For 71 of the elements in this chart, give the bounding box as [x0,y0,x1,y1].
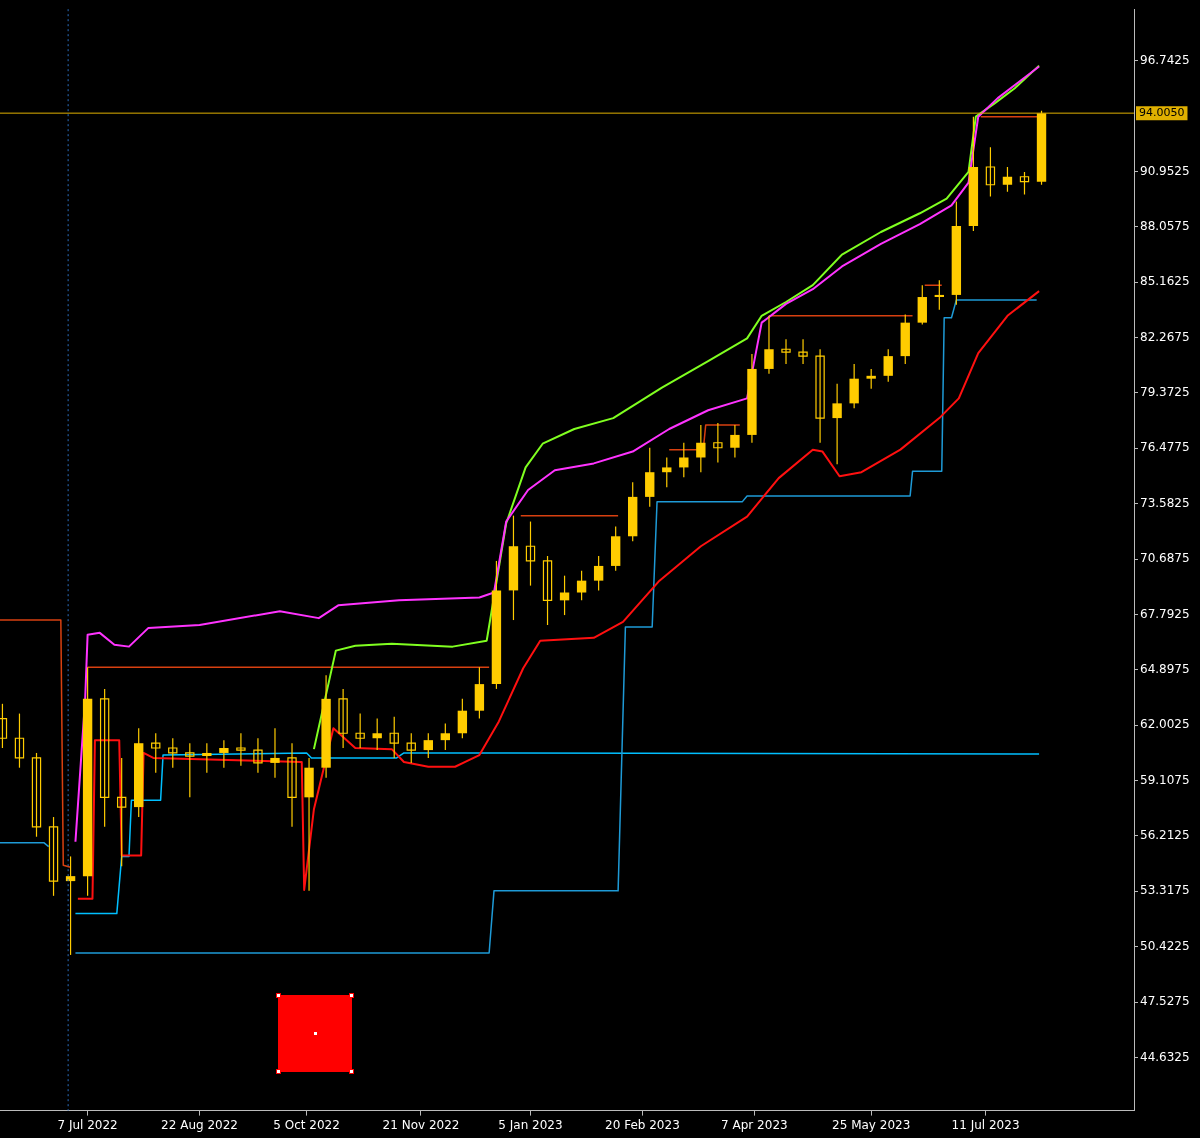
candlestick [423,732,433,759]
y-tick-label: 79.3725 [1140,385,1190,400]
candlestick [168,737,178,769]
x-tick-label: 5 Oct 2022 [273,1117,340,1132]
y-tick-label: 96.7425 [1140,52,1190,67]
y-tick-label: 47.5275 [1140,994,1190,1009]
candlestick [730,424,740,459]
candlestick [457,698,468,739]
candlestick [31,752,42,838]
candlestick [832,383,842,465]
candlestick [696,424,706,473]
ref-line-label: 94.0050 [1139,106,1185,119]
x-tick-label: 22 Aug 2022 [161,1117,238,1132]
candlestick [14,712,25,769]
candlestick [0,703,8,749]
y-tick-label: 70.6875 [1140,551,1190,566]
y-tick-label: 64.8975 [1140,661,1190,676]
y-tick-label: 59.1075 [1140,772,1190,787]
candlestick [525,520,536,587]
y-tick-label: 56.2125 [1140,828,1190,843]
y-tick-label: 82.2675 [1140,329,1190,344]
x-tick-label: 21 Nov 2022 [382,1117,460,1132]
y-tick-label: 85.1625 [1140,274,1190,289]
candlestick [883,348,893,383]
candlestick [253,737,263,774]
candlestick [99,688,110,828]
candlestick [985,146,996,198]
candlestick [389,716,399,759]
y-tick-label: 90.9525 [1140,163,1190,178]
x-tick-label: 20 Feb 2023 [605,1117,680,1132]
candlestick [440,722,451,751]
candlestick [798,338,808,365]
candlestick [48,816,59,897]
candlestick [1019,171,1030,196]
x-tick-label: 25 May 2023 [832,1117,911,1132]
candlestick [116,757,127,867]
candlestick [679,442,689,478]
candlestick [934,279,945,311]
y-tick-label: 73.5825 [1140,495,1190,510]
y-tick-label: 53.3175 [1140,883,1190,898]
y-tick-label: 50.4225 [1140,938,1190,953]
candlestick [202,742,212,774]
candlestick [406,732,416,764]
x-tick-label: 5 Jan 2023 [498,1117,563,1132]
candlestick [662,456,672,488]
y-tick-label: 44.6325 [1140,1049,1190,1064]
candlestick [185,742,195,798]
candlestick [815,348,825,444]
candlestick [270,727,280,779]
candlestick [593,555,604,591]
candlestick [287,742,297,828]
candlestick [372,717,382,751]
candlestick [151,732,161,774]
y-tick-label: 67.7925 [1140,606,1190,621]
y-tick-label: 88.0575 [1140,219,1190,234]
candlestick [338,688,348,749]
candlestick [576,570,587,601]
candlestick [713,422,723,464]
candlestick [866,368,876,390]
x-tick-label: 11 Jul 2023 [951,1117,1020,1132]
candlestick [764,315,774,375]
y-tick-label: 62.0025 [1140,717,1190,732]
candlestick [542,555,553,626]
candlestick [781,338,791,365]
candlestick [219,739,229,769]
x-tick-label: 7 Jul 2022 [57,1117,118,1132]
candlestick [236,732,246,767]
candlestick [355,712,365,749]
candlestick [1002,166,1013,193]
y-tick-label: 76.4775 [1140,440,1190,455]
x-tick-label: 7 Apr 2023 [721,1117,788,1132]
